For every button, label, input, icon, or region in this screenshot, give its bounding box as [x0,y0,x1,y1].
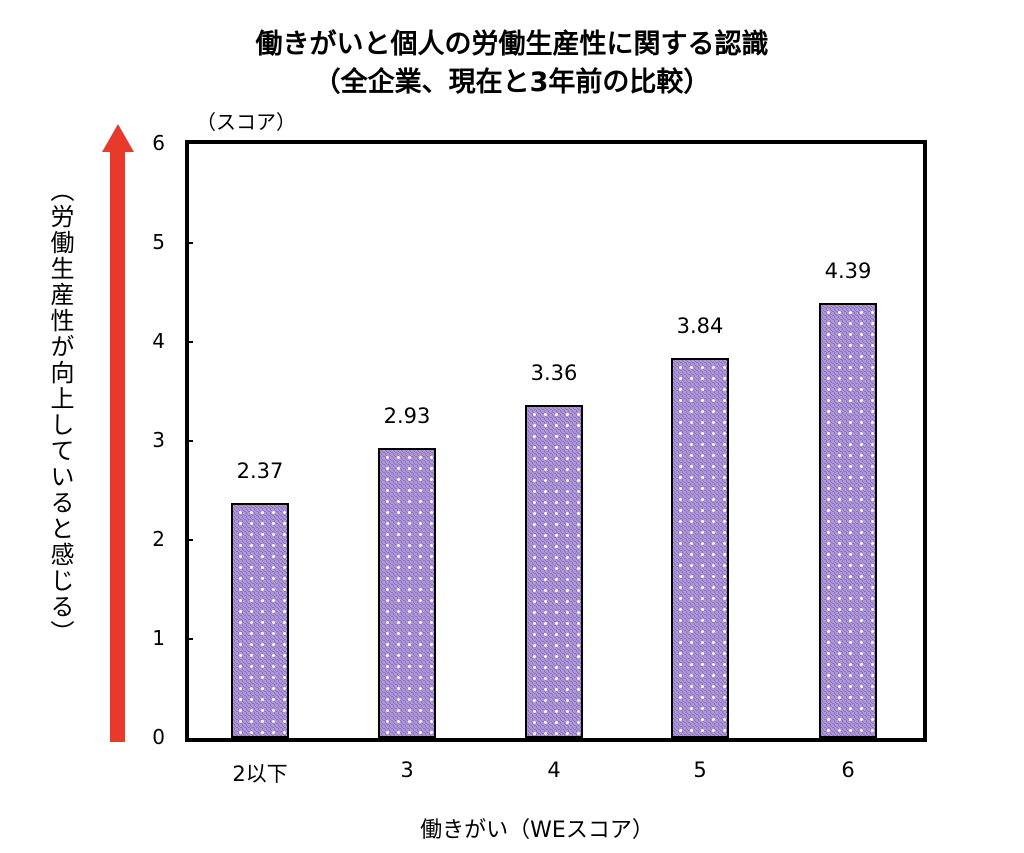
y-tick-label: 1 [152,626,165,650]
x-tick-label: 3 [400,758,414,782]
y-tick-mark [185,440,193,442]
chart-subtitle: （全企業、現在と3年前の比較） [313,67,711,98]
y-tick-label: 6 [152,131,165,155]
x-tick-label: 5 [693,758,707,782]
y-tick-label: 4 [152,329,165,353]
y-axis-label: （労働生産性が向上していると感じる） [46,178,74,646]
x-tick-label: 6 [841,758,855,782]
bar [525,405,583,738]
bar [378,447,436,738]
bar [819,303,877,738]
plot-area [185,140,927,742]
y-tick-mark [185,242,193,244]
bar [671,357,729,738]
bar-value-label: 3.84 [676,313,724,338]
x-tick-label: 4 [547,758,561,782]
x-axis-label: 働きがい（WEスコア） [420,818,654,843]
x-tick-label: 2以下 [232,762,288,786]
y-tick-label: 3 [152,428,165,452]
chart-title: 働きがいと個人の労働生産性に関する認識 [255,29,769,60]
bar-value-label: 2.37 [236,459,284,484]
bar-value-label: 3.36 [530,361,578,386]
up-arrow-icon [102,124,134,152]
y-tick-mark [185,341,193,343]
y-tick-mark [185,638,193,640]
y-tick-label: 0 [152,725,165,749]
y-tick-mark [185,539,193,541]
bar [231,503,289,738]
bar-value-label: 2.93 [383,403,431,428]
y-tick-label: 2 [152,527,165,551]
bar-value-label: 4.39 [824,259,872,284]
up-arrow-shaft [110,150,125,742]
y-unit-label: （スコア） [196,110,296,134]
y-tick-label: 5 [152,230,165,254]
